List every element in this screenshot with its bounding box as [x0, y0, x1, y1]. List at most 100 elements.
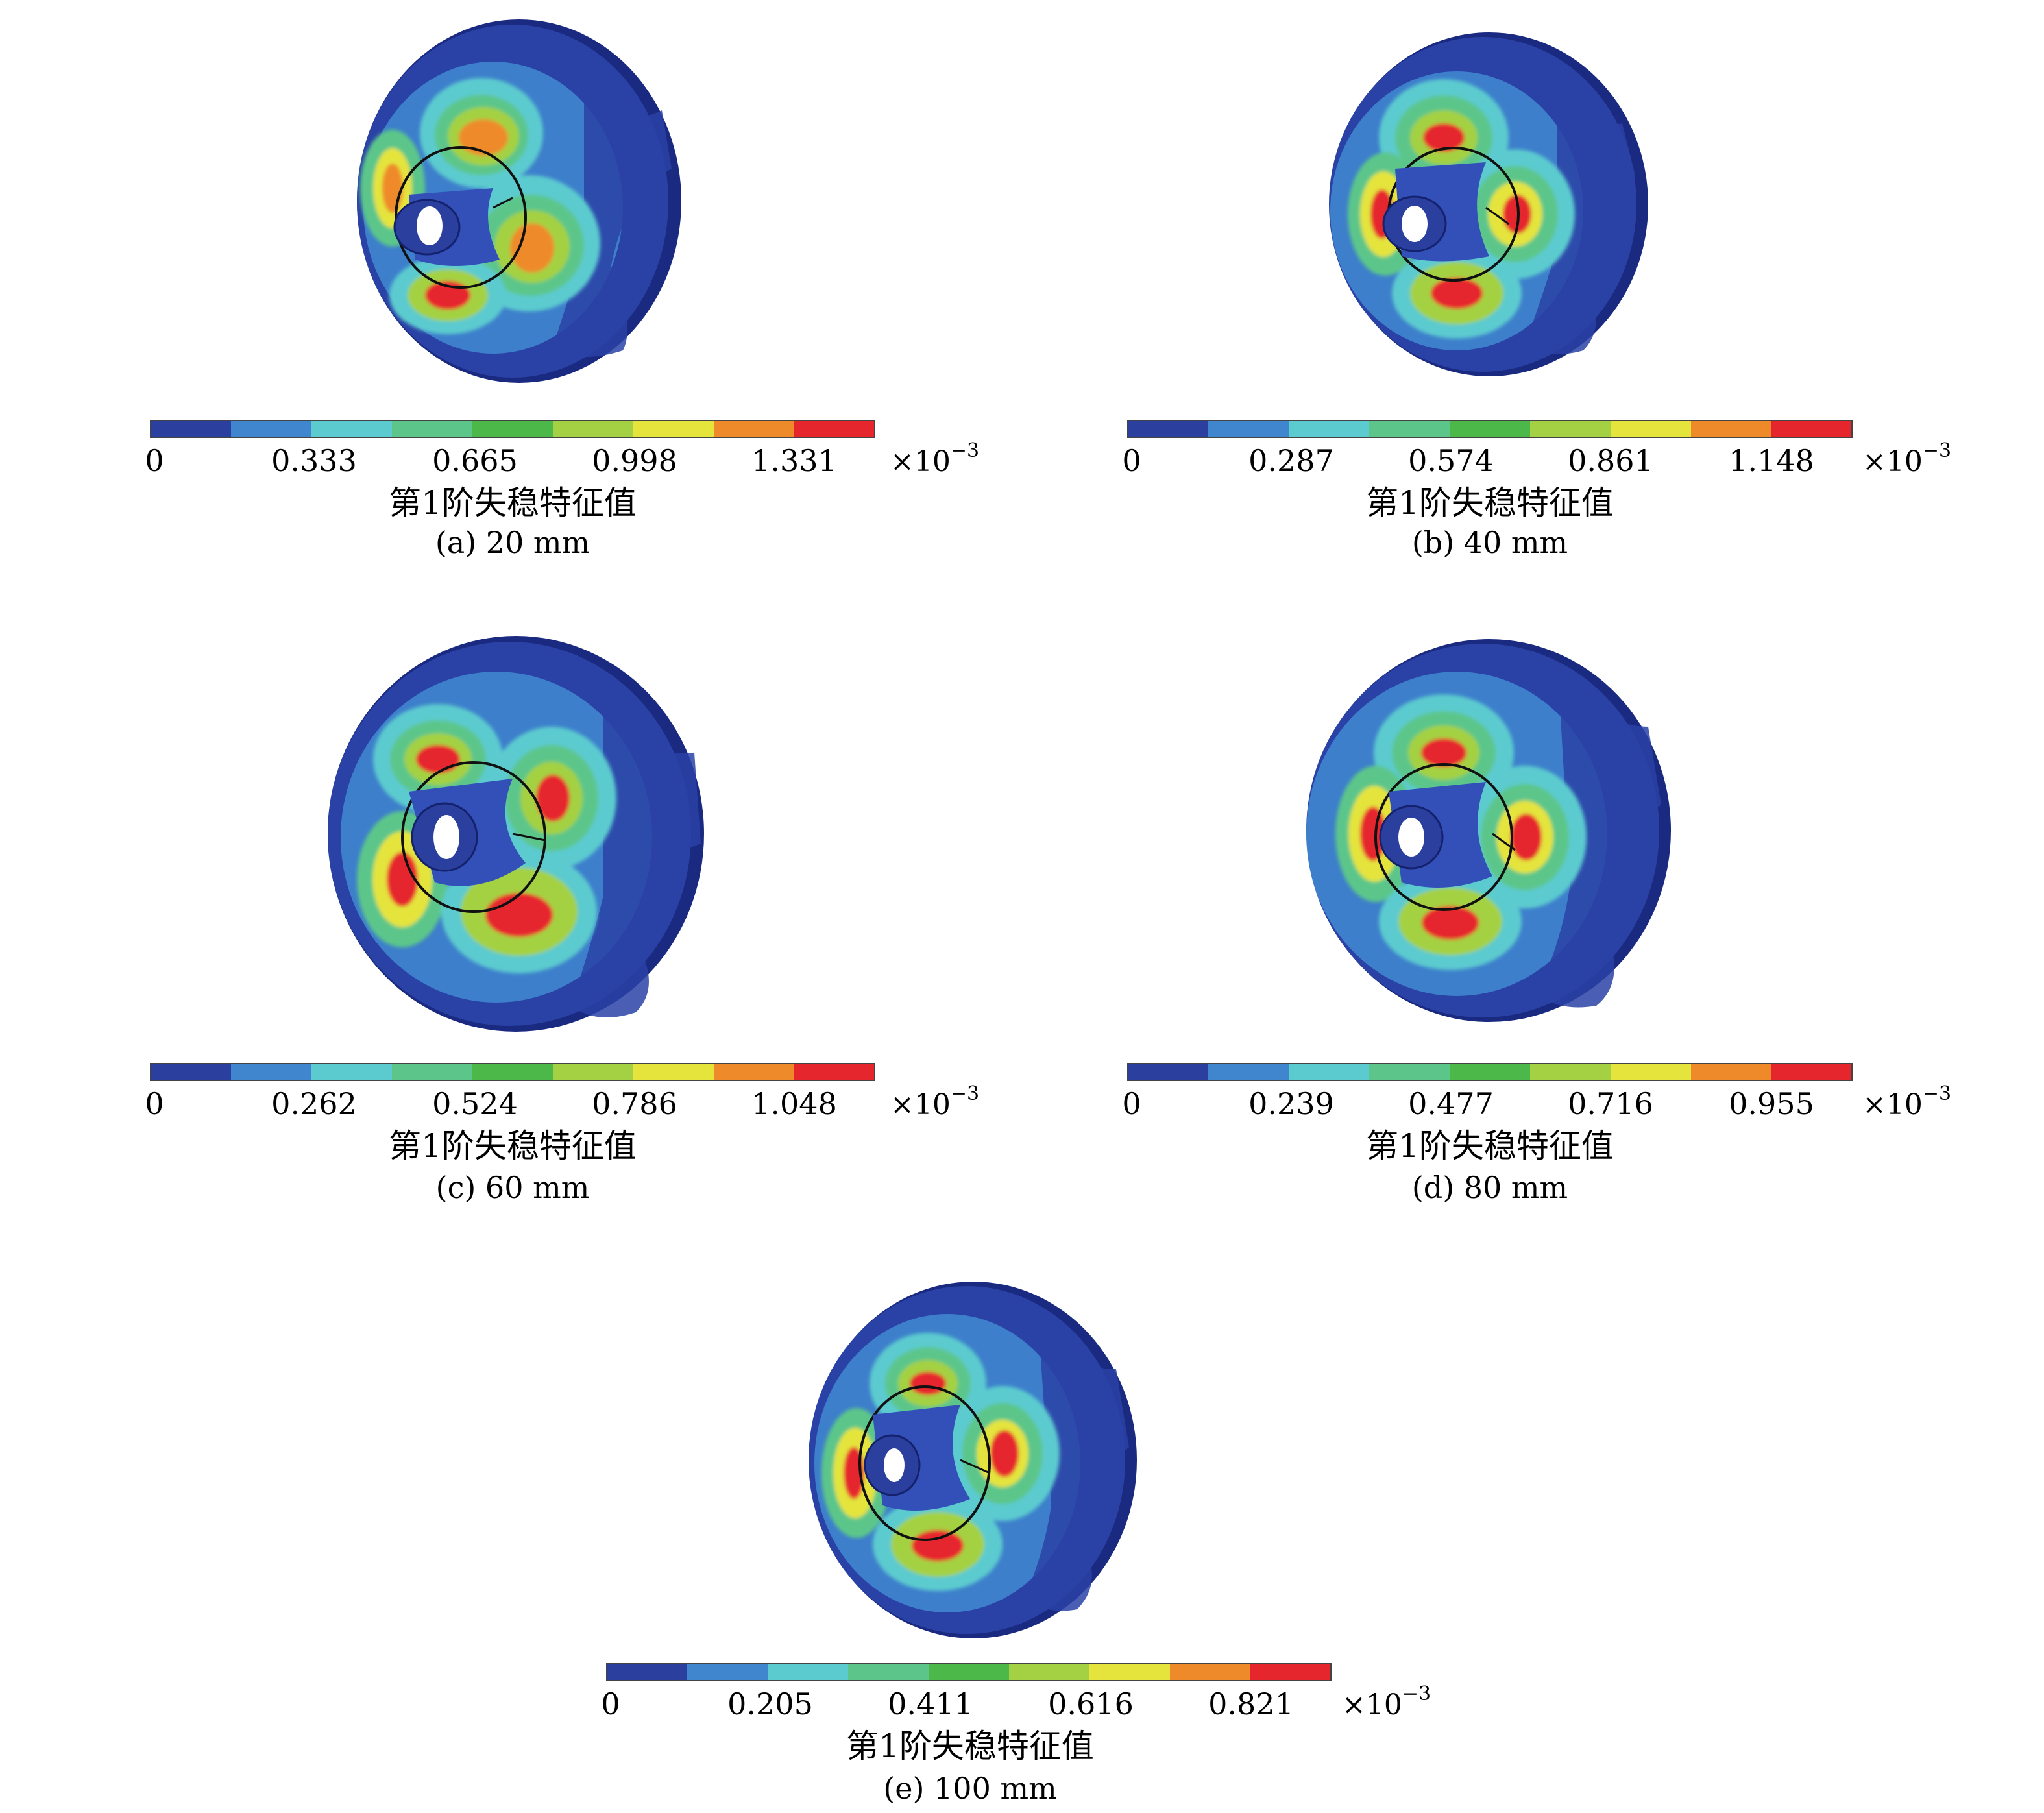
scale-factor: ×10−3 [1862, 1082, 1951, 1121]
colorbar-tick: 0.955 [1729, 1086, 1814, 1121]
colorbar-tick: 1.331 [751, 443, 837, 478]
colorbar-band [1289, 1064, 1369, 1080]
colorbar-band [687, 1664, 768, 1681]
colorbar-band [848, 1664, 929, 1681]
colorbar-tick: 0 [1122, 1086, 1141, 1121]
colorbar-band [392, 420, 472, 437]
colorbar-band [768, 1664, 848, 1681]
colorbar-tick: 0 [145, 443, 164, 478]
colorbar-band [794, 420, 875, 437]
colorbar-tick: 0 [145, 1086, 164, 1121]
colorbar-band [1208, 420, 1289, 437]
scale-factor: ×10−3 [890, 1082, 979, 1121]
colorbar-tick: 0.665 [432, 443, 518, 478]
colorbar-band [553, 1064, 633, 1080]
colorbar-tick: 0 [1122, 443, 1141, 478]
colorbar-band [151, 420, 231, 437]
colorbar-band [1450, 1064, 1530, 1080]
colorbar-band [1289, 420, 1369, 437]
colorbar-tick: 0.998 [592, 443, 677, 478]
colorbar-band [1450, 420, 1530, 437]
colorbar-tick: 0.477 [1408, 1086, 1494, 1121]
colorbar-band [1771, 420, 1852, 437]
colorbar-band [151, 1064, 231, 1080]
colorbar-band [1170, 1664, 1250, 1681]
colorbar-band [1611, 1064, 1691, 1080]
colorbar-band [1771, 1064, 1852, 1080]
colorbar-band [231, 1064, 311, 1080]
colorbar-tick: 0.716 [1568, 1086, 1653, 1121]
contour-plot-b [1329, 32, 1648, 376]
colorbar-tick: 0 [601, 1686, 620, 1722]
colorbar-band [1128, 420, 1208, 437]
panel-b: 0 0.287 0.574 0.861 1.148 ×10−3 第1阶失稳特征值… [1122, 32, 1951, 560]
contour-plot-d [1306, 639, 1671, 1022]
colorbar-band [794, 1064, 875, 1080]
colorbar-tick: 1.148 [1729, 443, 1814, 478]
colorbar-band [1691, 1064, 1771, 1080]
panel-d: 0 0.239 0.477 0.716 0.955 ×10−3 第1阶失稳特征值… [1122, 639, 1951, 1205]
colorbar-tick: 0.239 [1248, 1086, 1334, 1121]
colorbar-band [1009, 1664, 1089, 1681]
colorbar-band [1530, 420, 1611, 437]
colorbar-tick: 0.786 [592, 1086, 677, 1121]
colorbar-c [150, 1063, 875, 1081]
colorbar-band [1089, 1664, 1170, 1681]
colorbar-tick: 0.574 [1408, 443, 1494, 478]
colorbar-tick: 0.262 [271, 1086, 357, 1121]
scale-factor: ×10−3 [1342, 1683, 1431, 1722]
colorbar-band [1691, 420, 1771, 437]
panel-caption: (c) 60 mm [436, 1170, 590, 1205]
contour-plot-e [809, 1282, 1137, 1638]
colorbar-band [231, 420, 311, 437]
colorbar-band [392, 1064, 472, 1080]
colorbar-band [311, 1064, 392, 1080]
colorbar-band [311, 420, 392, 437]
colorbar-tick: 0.821 [1208, 1686, 1294, 1722]
colorbar-band [607, 1664, 687, 1681]
panel-c: 0 0.262 0.524 0.786 1.048 ×10−3 第1阶失稳特征值… [145, 636, 979, 1205]
colorbar-band [714, 1064, 794, 1080]
scale-factor: ×10−3 [1862, 439, 1951, 478]
colorbar-band [1369, 420, 1450, 437]
colorbar-band [472, 1064, 553, 1080]
colorbar-tick: 0.205 [727, 1686, 813, 1722]
colorbar-tick: 0.861 [1568, 443, 1653, 478]
colorbar-band [929, 1664, 1009, 1681]
panel-e: 0 0.205 0.411 0.616 0.821 ×10−3 第1阶失稳特征值… [601, 1282, 1431, 1806]
colorbar-d [1127, 1063, 1853, 1081]
colorbar-label: 第1阶失稳特征值 [846, 1727, 1094, 1765]
colorbar-e [606, 1663, 1332, 1681]
colorbar-tick: 0.333 [271, 443, 357, 478]
contour-plot-c [328, 636, 704, 1032]
panel-caption: (b) 40 mm [1412, 525, 1568, 560]
colorbar-band [714, 420, 794, 437]
colorbar-label: 第1阶失稳特征值 [1366, 484, 1614, 522]
colorbar-band [633, 420, 714, 437]
colorbar-band [633, 1064, 714, 1080]
panel-caption: (e) 100 mm [883, 1771, 1056, 1806]
colorbar-label: 第1阶失稳特征值 [1366, 1127, 1614, 1165]
colorbar-tick: 0.524 [432, 1086, 518, 1121]
colorbar-band [1250, 1664, 1331, 1681]
colorbar-band [1530, 1064, 1611, 1080]
colorbar-tick: 0.287 [1248, 443, 1334, 478]
panel-caption: (d) 80 mm [1412, 1170, 1568, 1205]
colorbar-tick: 1.048 [751, 1086, 837, 1121]
contour-plot-a [357, 19, 681, 383]
colorbar-tick: 0.411 [888, 1686, 973, 1722]
colorbar-label: 第1阶失稳特征值 [389, 484, 637, 522]
colorbar-band [1208, 1064, 1289, 1080]
colorbar-band [553, 420, 633, 437]
panel-a: 0 0.333 0.665 0.998 1.331 ×10−3 第1阶失稳特征值… [145, 19, 979, 560]
colorbar-band [1128, 1064, 1208, 1080]
colorbar-label: 第1阶失稳特征值 [389, 1127, 637, 1165]
colorbar-band [472, 420, 553, 437]
panel-caption: (a) 20 mm [435, 525, 590, 560]
colorbar-tick: 0.616 [1048, 1686, 1134, 1722]
scale-factor: ×10−3 [890, 439, 979, 478]
colorbar-a [150, 420, 875, 438]
colorbar-band [1369, 1064, 1450, 1080]
colorbar-band [1611, 420, 1691, 437]
